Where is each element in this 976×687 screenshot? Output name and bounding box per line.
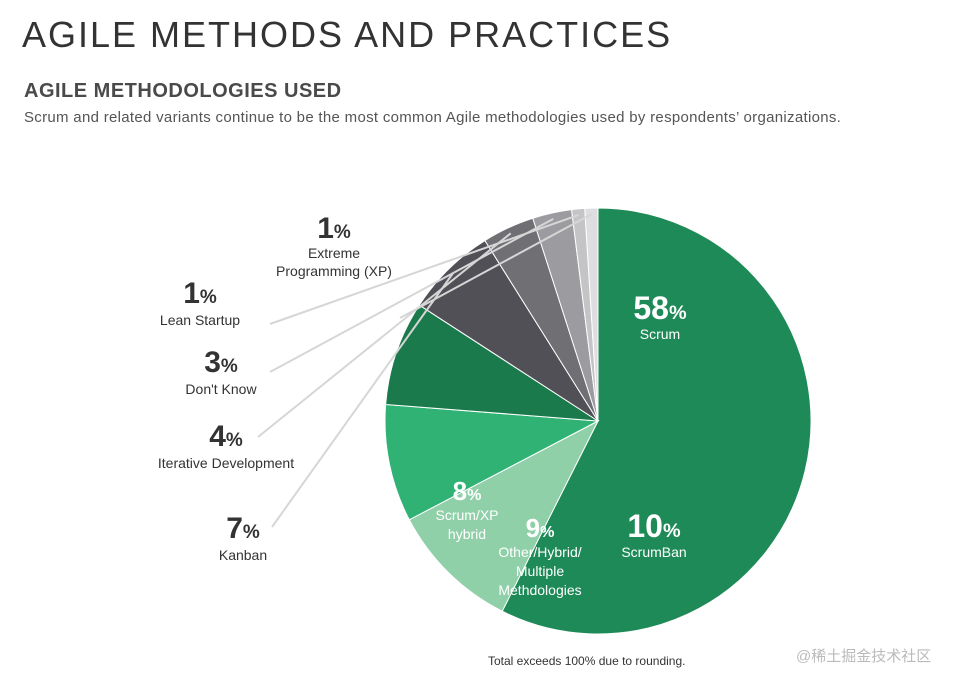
slice-value-scrumban: 10% xyxy=(627,508,681,544)
slice-value-other-hybrid-multiple-methdologies: 9% xyxy=(526,513,555,543)
leader-line-lean-startup xyxy=(269,213,580,325)
pie-slices xyxy=(384,207,812,635)
slice-value-extreme-programming-xp: 1% xyxy=(317,212,351,245)
slice-label-extreme-programming-xp: Extreme xyxy=(308,245,360,261)
leader-line-iterative-development xyxy=(257,232,512,438)
leader-line-kanban xyxy=(271,272,454,528)
slice-value-kanban: 7% xyxy=(226,512,260,545)
slice-label-scrumban: ScrumBan xyxy=(621,544,686,560)
slice-label-scrum: Scrum xyxy=(640,326,680,342)
slice-labels: 58%Scrum 10%ScrumBan 9%Other/Hybrid/Multip… xyxy=(158,212,687,598)
slice-label-iterative-development: Iterative Development xyxy=(158,455,294,471)
slice-label-kanban: Kanban xyxy=(219,547,267,563)
pie-slice-other-hybrid-multiple-methdologies xyxy=(384,403,600,521)
slice-label-other-hybrid-multiple-methdologies: Multiple xyxy=(516,563,564,579)
page-title: AGILE METHODS AND PRACTICES xyxy=(22,14,673,55)
slice-value-lean-startup: 1% xyxy=(183,277,217,310)
slice-label-lean-startup: Lean Startup xyxy=(160,312,240,328)
watermark: @稀土掘金技术社区 xyxy=(796,648,932,665)
footnote: Total exceeds 100% due to rounding. xyxy=(488,654,686,668)
chart-subtitle: AGILE METHODOLOGIES USED xyxy=(24,80,342,102)
slice-value-don-t-know: 3% xyxy=(204,346,238,379)
leader-line-extreme-programming-xp xyxy=(399,213,593,319)
slice-value-scrum-xp-hybrid: 8% xyxy=(453,476,482,506)
leader-line-don-t-know xyxy=(269,218,554,373)
slice-label-scrum-xp-hybrid: Scrum/XP xyxy=(435,507,498,523)
pie-slice-extreme-programming-xp xyxy=(584,207,599,422)
chart-description: Scrum and related variants continue to b… xyxy=(24,109,842,126)
slice-label-extreme-programming-xp: Programming (XP) xyxy=(276,263,392,279)
slice-value-iterative-development: 4% xyxy=(209,420,243,453)
leader-lines xyxy=(257,213,593,528)
pie-slice-scrumban xyxy=(408,419,600,612)
slice-label-don-t-know: Don't Know xyxy=(185,381,257,397)
slice-label-scrum-xp-hybrid: hybrid xyxy=(448,526,486,542)
slice-label-other-hybrid-multiple-methdologies: Methdologies xyxy=(498,582,581,598)
slice-value-scrum: 58% xyxy=(633,290,687,326)
slice-label-other-hybrid-multiple-methdologies: Other/Hybrid/ xyxy=(498,544,581,560)
pie-slice-scrum xyxy=(501,207,812,635)
